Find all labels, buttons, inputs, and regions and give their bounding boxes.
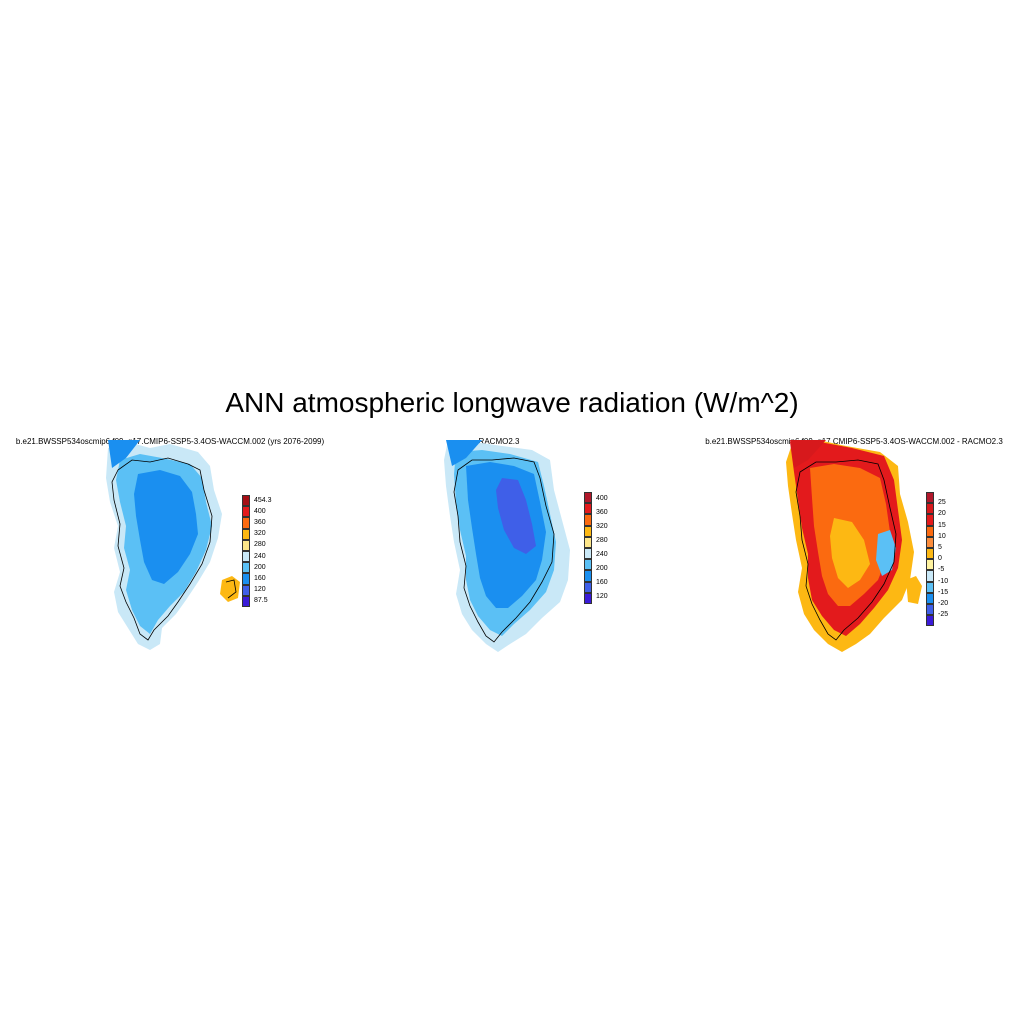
colorbar-swatch xyxy=(242,528,250,540)
colorbar-label: 400 xyxy=(254,507,266,515)
colorbar-swatch xyxy=(926,525,934,537)
colorbar-label: 0 xyxy=(938,555,942,563)
colorbar-model: 454.3 400 360 320 280 240 200 160 120 87.5 xyxy=(242,495,282,607)
colorbar-label: 360 xyxy=(254,519,266,526)
interior-fill xyxy=(466,462,546,608)
colorbar-swatch xyxy=(926,604,934,616)
colorbar-label: 10 xyxy=(938,532,946,540)
colorbar-label: 25 xyxy=(938,499,946,507)
core-fill xyxy=(496,478,536,554)
colorbar-swatch xyxy=(926,581,934,593)
colorbar-swatch xyxy=(584,559,592,571)
colorbar-label: 160 xyxy=(596,579,608,586)
colorbar-swatch xyxy=(584,536,592,548)
svalbard-fill xyxy=(220,576,240,602)
map-fill xyxy=(106,440,240,650)
panel-difference: b.e21.BWSSP534oscmip6.f09_g17.CMIP6-SSP5… xyxy=(684,430,1024,670)
colorbar-label: 120 xyxy=(596,593,608,600)
cool-fill xyxy=(876,530,896,576)
colorbar-swatch xyxy=(242,539,250,551)
colorbar-label: 400 xyxy=(596,495,608,502)
colorbar-swatch xyxy=(926,592,934,604)
colorbar-label: -15 xyxy=(938,588,949,596)
colorbar-swatch xyxy=(242,573,250,585)
colorbar-label: -20 xyxy=(938,600,949,607)
colorbar-swatch xyxy=(584,570,592,582)
map-fill xyxy=(786,440,922,652)
colorbar-label: 87.5 xyxy=(254,597,268,605)
colorbar-label: 280 xyxy=(254,541,266,549)
colorbar-swatch xyxy=(584,514,592,526)
colorbar-swatch xyxy=(926,536,934,548)
colorbar-swatch xyxy=(242,562,250,574)
colorbar-swatch xyxy=(584,581,592,593)
colorbar-swatch xyxy=(926,514,934,526)
panel-model: b.e21.BWSSP534oscmip6.f09_g17.CMIP6-SSP5… xyxy=(0,430,340,670)
interior-fill xyxy=(134,470,198,584)
colorbar-swatch xyxy=(242,584,250,596)
colorbar-label: -5 xyxy=(938,566,945,574)
colorbar-difference: 25 20 15 10 5 0 -5 -10 -15 -20 -25 xyxy=(926,492,966,627)
coastline xyxy=(111,457,237,641)
colorbar-label: 160 xyxy=(254,575,266,582)
colorbar-label: 280 xyxy=(596,537,608,544)
colorbar-swatch xyxy=(926,492,934,504)
colorbar-swatch xyxy=(584,503,592,515)
colorbar-swatch xyxy=(584,525,592,537)
colorbar-swatch xyxy=(584,492,592,504)
colorbar-label: 240 xyxy=(254,552,266,560)
figure-title: ANN atmospheric longwave radiation (W/m^… xyxy=(225,387,799,418)
colorbar-swatch xyxy=(242,495,250,507)
colorbar-swatch xyxy=(926,503,934,515)
colorbar-label: 320 xyxy=(254,530,266,538)
colorbar-label: 454.3 xyxy=(254,496,272,504)
colorbar-label: 20 xyxy=(938,510,946,518)
colorbar-racmo: 400 360 320 280 240 200 160 120 xyxy=(584,492,624,604)
greenland-map-model xyxy=(106,440,240,650)
colorbar-swatch xyxy=(584,592,592,604)
colorbar-swatch xyxy=(242,517,250,529)
colorbar-swatch xyxy=(926,570,934,582)
coastline xyxy=(795,459,897,641)
colorbar-label: 360 xyxy=(596,509,608,516)
colorbar-label: 200 xyxy=(596,565,608,572)
colorbar-swatch xyxy=(242,595,250,607)
nw-corner xyxy=(446,440,482,466)
nw-corner xyxy=(790,440,826,468)
svalbard-fill xyxy=(906,576,922,604)
colorbar-label: 120 xyxy=(254,586,266,594)
colorbar-label: 5 xyxy=(938,544,942,551)
panel-title: b.e21.BWSSP534oscmip6.f09_g17.CMIP6-SSP5… xyxy=(705,437,1003,446)
colorbar-swatch xyxy=(926,615,934,627)
colorbar-label: 200 xyxy=(254,563,266,571)
colorbar-label: -10 xyxy=(938,577,949,585)
nw-corner xyxy=(108,440,140,468)
colorbar-label: 15 xyxy=(938,521,946,529)
panel-title: RACMO2.3 xyxy=(478,437,520,446)
colorbar-label: -25 xyxy=(938,611,949,619)
colorbar-swatch xyxy=(242,551,250,563)
colorbar-label: 240 xyxy=(596,551,608,558)
greenland-map-difference xyxy=(786,440,922,652)
greenland-map-racmo xyxy=(444,440,570,652)
map-fill xyxy=(444,440,570,652)
colorbar-swatch xyxy=(242,506,250,518)
colorbar-swatch xyxy=(926,559,934,571)
panel-racmo: RACMO2.3 400 360 320 280 240 200 160 120 xyxy=(342,430,682,670)
colorbar-swatch xyxy=(926,548,934,560)
panel-title: b.e21.BWSSP534oscmip6.f09_g17.CMIP6-SSP5… xyxy=(15,437,325,446)
colorbar-label: 320 xyxy=(596,523,608,530)
core-fill xyxy=(830,518,870,588)
coastline xyxy=(453,457,555,643)
colorbar-swatch xyxy=(584,548,592,560)
